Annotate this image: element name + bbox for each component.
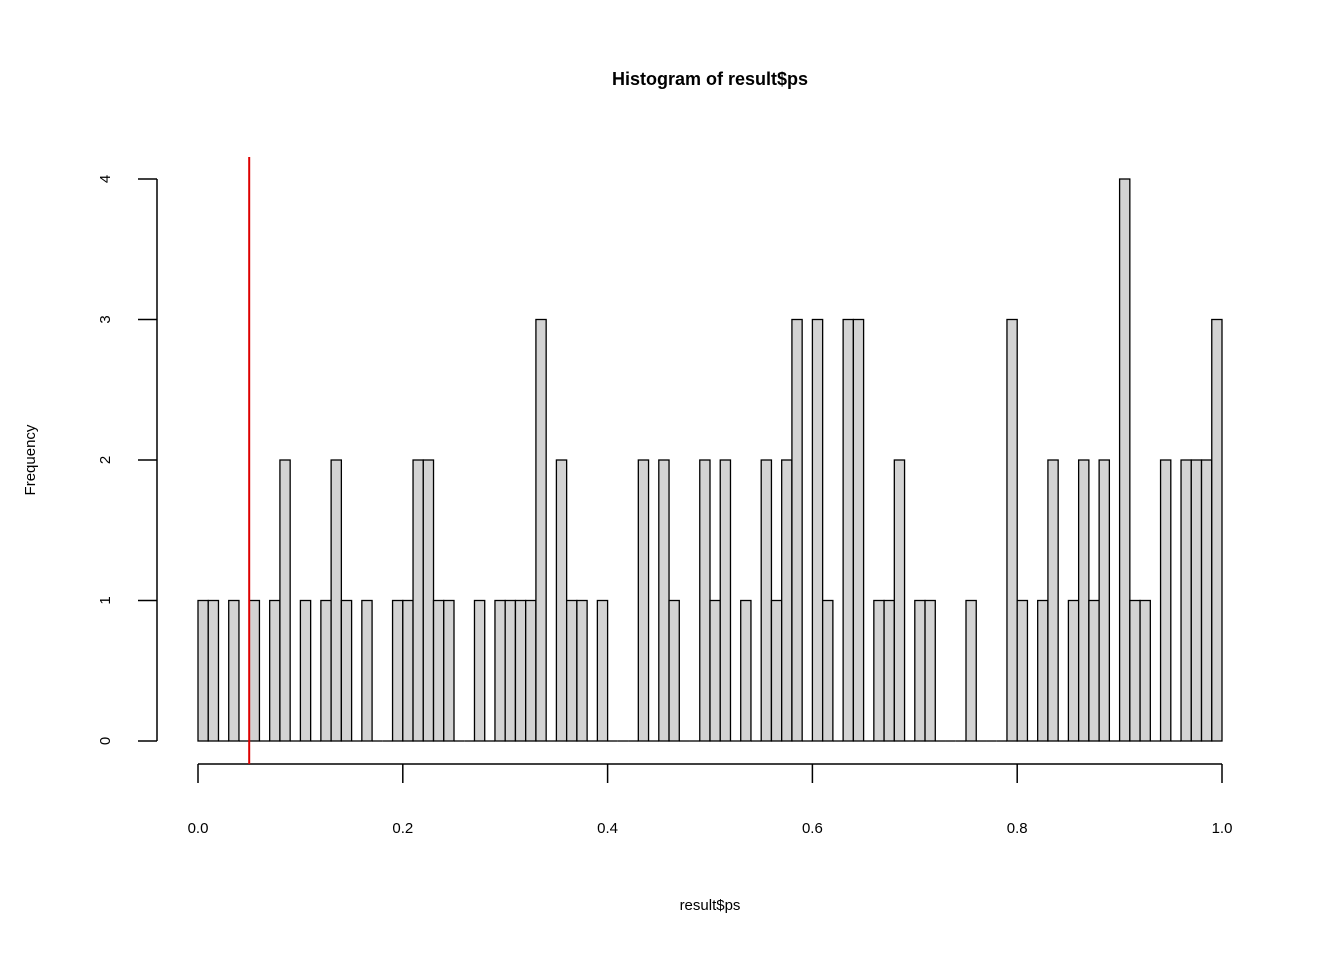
histogram-bar — [893, 459, 906, 742]
histogram-bar — [1118, 178, 1131, 742]
histogram-bar — [1180, 459, 1192, 742]
histogram-bar — [1088, 599, 1100, 742]
histogram-bar — [473, 599, 486, 742]
y-tick-label: 0 — [97, 737, 114, 745]
histogram-bar — [811, 318, 824, 742]
histogram-bar — [668, 599, 680, 742]
histogram-bar — [873, 599, 885, 742]
histogram-bar — [781, 459, 793, 742]
x-axis-label: result$ps — [680, 897, 741, 914]
histogram-bar — [565, 599, 578, 742]
histogram-bar — [637, 459, 650, 742]
histogram-bar — [1139, 599, 1151, 742]
y-tick-label: 4 — [97, 175, 114, 183]
x-tick-label: 1.0 — [1212, 820, 1233, 837]
histogram-bar — [1006, 318, 1018, 742]
histogram-bar — [842, 318, 855, 742]
y-tick-label: 3 — [97, 315, 114, 323]
y-axis: 0 1 2 3 4 — [97, 175, 158, 745]
histogram-bar — [207, 599, 220, 742]
histogram-bar — [1159, 459, 1172, 742]
histogram-bar — [402, 599, 414, 742]
histogram-bar — [709, 599, 721, 742]
histogram-bar — [412, 459, 424, 742]
histogram-bar — [740, 599, 752, 742]
histogram-bar — [525, 599, 537, 742]
histogram-bar — [279, 459, 291, 742]
histogram-bar — [658, 459, 670, 742]
histogram-bar — [719, 459, 732, 742]
histogram-bar — [965, 599, 977, 742]
histogram-bar — [228, 599, 240, 742]
histogram-bar — [1016, 599, 1029, 742]
histogram-bar — [576, 599, 588, 742]
histogram-bar — [1098, 459, 1111, 742]
histogram-bar — [443, 599, 455, 742]
histogram-bar — [1211, 318, 1223, 742]
histogram-bar — [760, 459, 773, 742]
histogram-bar — [1129, 599, 1141, 742]
histogram-bar — [1190, 459, 1203, 742]
histogram-bar — [422, 459, 435, 742]
histogram-bar — [1067, 599, 1080, 742]
histogram-bar — [299, 599, 312, 742]
x-tick-label: 0.6 — [802, 820, 823, 837]
histogram-bar — [883, 599, 895, 742]
histogram-bar — [1037, 599, 1049, 742]
chart-title: Histogram of result$ps — [612, 69, 808, 89]
x-tick-label: 0.4 — [597, 820, 618, 837]
histogram-bar — [391, 599, 404, 742]
histogram-bar — [1200, 459, 1213, 742]
y-tick-label: 2 — [97, 456, 114, 464]
histogram-bar — [596, 599, 609, 742]
histogram-bar — [432, 599, 445, 742]
x-axis: 0.0 0.2 0.4 0.6 0.8 1.0 — [188, 763, 1233, 837]
x-tick-label: 0.2 — [392, 820, 413, 837]
histogram-bar — [852, 318, 865, 742]
histogram-bar — [535, 318, 547, 742]
histogram-bar — [555, 459, 568, 742]
histogram-bar — [269, 599, 281, 742]
x-tick-label: 0.8 — [1007, 820, 1028, 837]
y-axis-label: Frequency — [22, 424, 39, 495]
histogram-bar — [1047, 459, 1059, 742]
histogram-bar — [821, 599, 834, 742]
histogram-bar — [1077, 459, 1090, 742]
histogram-bar — [514, 599, 527, 742]
histogram-bar — [504, 599, 517, 742]
histogram-bar — [494, 599, 506, 742]
histogram-bar — [791, 318, 803, 742]
histogram-bar — [914, 599, 926, 742]
histogram-bar — [248, 599, 261, 742]
histogram-bar — [197, 599, 209, 742]
histogram-bar — [699, 459, 711, 742]
histogram-bar — [924, 599, 936, 742]
histogram-bar — [330, 459, 343, 742]
histogram-bar — [340, 599, 353, 742]
x-tick-label: 0.0 — [188, 820, 209, 837]
histogram-bar — [770, 599, 783, 742]
histogram-bar — [361, 599, 373, 742]
histogram-bar — [320, 599, 332, 742]
bars-group — [197, 178, 1223, 742]
y-tick-label: 1 — [97, 596, 114, 604]
